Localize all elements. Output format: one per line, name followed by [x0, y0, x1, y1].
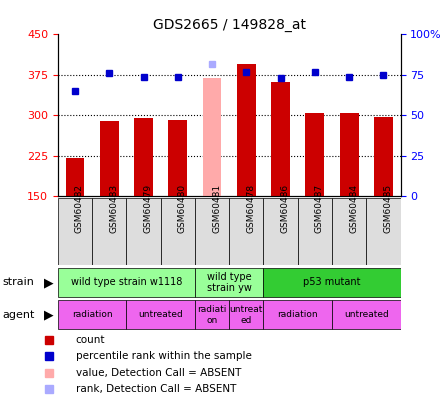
Bar: [195, 198, 229, 265]
Text: radiation: radiation: [72, 310, 113, 320]
Text: GSM60487: GSM60487: [315, 184, 324, 233]
Text: percentile rank within the sample: percentile rank within the sample: [76, 352, 251, 361]
Bar: [58, 301, 126, 330]
Text: GSM60478: GSM60478: [247, 184, 255, 233]
Text: p53 mutant: p53 mutant: [303, 277, 361, 288]
Bar: [263, 268, 400, 297]
Bar: [237, 64, 256, 196]
Text: ▶: ▶: [44, 276, 53, 289]
Text: wild type strain w1118: wild type strain w1118: [71, 277, 182, 288]
Text: GSM60484: GSM60484: [349, 184, 358, 233]
Bar: [366, 198, 400, 265]
Text: radiation: radiation: [277, 310, 318, 320]
Text: GSM60480: GSM60480: [178, 184, 187, 233]
Text: GSM60485: GSM60485: [384, 184, 392, 233]
Bar: [229, 301, 263, 330]
Bar: [332, 301, 400, 330]
Bar: [202, 78, 222, 196]
Text: agent: agent: [2, 310, 35, 320]
Title: GDS2665 / 149828_at: GDS2665 / 149828_at: [153, 18, 306, 32]
Bar: [126, 198, 161, 265]
Bar: [271, 82, 290, 196]
Text: value, Detection Call = ABSENT: value, Detection Call = ABSENT: [76, 368, 241, 377]
Bar: [195, 301, 229, 330]
Bar: [263, 301, 332, 330]
Bar: [65, 158, 85, 196]
Text: GSM60482: GSM60482: [75, 184, 84, 233]
Text: count: count: [76, 335, 105, 345]
Text: GSM60486: GSM60486: [281, 184, 290, 233]
Text: GSM60481: GSM60481: [212, 184, 221, 233]
Text: untreated: untreated: [344, 310, 388, 320]
Text: rank, Detection Call = ABSENT: rank, Detection Call = ABSENT: [76, 384, 236, 394]
Bar: [134, 118, 153, 196]
Bar: [340, 113, 359, 196]
Text: strain: strain: [2, 277, 34, 288]
Bar: [161, 198, 195, 265]
Text: GSM60479: GSM60479: [143, 184, 153, 233]
Text: untreat
ed: untreat ed: [230, 305, 263, 324]
Bar: [263, 198, 298, 265]
Text: untreated: untreated: [138, 310, 183, 320]
Bar: [168, 120, 187, 196]
Bar: [229, 198, 263, 265]
Bar: [92, 198, 126, 265]
Text: GSM60483: GSM60483: [109, 184, 118, 233]
Bar: [58, 268, 195, 297]
Text: wild type
strain yw: wild type strain yw: [207, 272, 251, 293]
Bar: [100, 121, 119, 196]
Bar: [332, 198, 366, 265]
Bar: [195, 268, 263, 297]
Bar: [126, 301, 195, 330]
Text: radiati
on: radiati on: [197, 305, 227, 324]
Bar: [305, 113, 324, 196]
Text: ▶: ▶: [44, 308, 53, 322]
Bar: [58, 198, 92, 265]
Bar: [298, 198, 332, 265]
Bar: [374, 117, 393, 196]
